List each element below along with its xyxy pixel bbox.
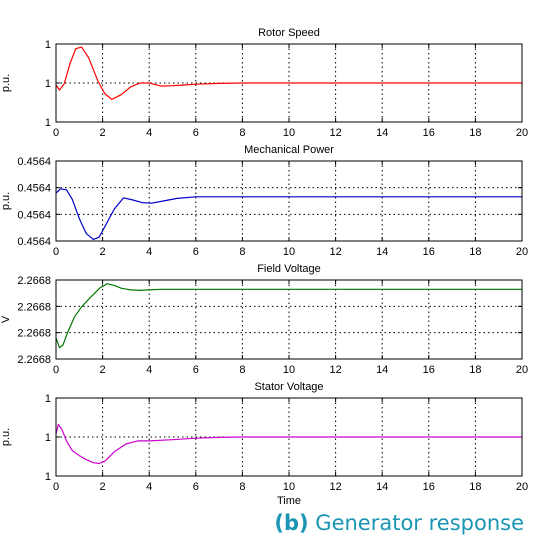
- x-tick-label: 20: [516, 481, 528, 493]
- x-tick-label: 20: [516, 364, 528, 376]
- x-tick-label: 8: [239, 481, 245, 493]
- x-tick-label: 12: [329, 364, 341, 376]
- x-tick-label: 4: [146, 364, 152, 376]
- y-tick-label: 2.2668: [17, 275, 51, 287]
- chart-panel: Stator Voltage 0 2 4 6 8 10 12 14 16 18 20 1 1 1 p.u. Ti…: [0, 381, 528, 507]
- x-tick-label: 2: [100, 127, 106, 139]
- x-tick-label: 16: [423, 127, 435, 139]
- x-tick-label: 12: [329, 246, 341, 258]
- x-tick-label: 2: [100, 364, 106, 376]
- y-tick-label: 0.4564: [17, 183, 51, 195]
- caption-text: Generator response: [315, 511, 524, 535]
- y-tick-label: 0.4564: [17, 156, 51, 168]
- x-tick-label: 0: [53, 246, 59, 258]
- x-tick-label: 4: [146, 246, 152, 258]
- x-tick-label: 4: [146, 127, 152, 139]
- x-tick-label: 14: [376, 481, 388, 493]
- x-tick-label: 6: [193, 246, 199, 258]
- x-tick-label: 16: [423, 364, 435, 376]
- chart-panel: Mechanical Power 0 2 4 6 8 10 12 14 16 18 20 0.4564 0…: [0, 144, 528, 258]
- chart-panel: Field Voltage 0 2 4 6 8 10 12 14 16 18 20 2.2668 2.26…: [0, 263, 528, 376]
- y-axis-label: p.u.: [0, 74, 12, 92]
- x-tick-label: 8: [239, 364, 245, 376]
- chart-title: Mechanical Power: [244, 144, 334, 156]
- x-axis-label: Time: [277, 495, 301, 507]
- x-tick-label: 18: [469, 246, 481, 258]
- y-tick-label: 1: [45, 393, 51, 405]
- x-tick-label: 14: [376, 127, 388, 139]
- series-line: [55, 188, 522, 240]
- x-tick-label: 0: [53, 127, 59, 139]
- x-tick-label: 6: [193, 364, 199, 376]
- x-tick-label: 20: [516, 246, 528, 258]
- series-line: [55, 283, 522, 349]
- x-tick-label: 6: [193, 481, 199, 493]
- x-tick-label: 18: [469, 481, 481, 493]
- x-tick-label: 20: [516, 127, 528, 139]
- plot-frame: [55, 279, 523, 360]
- x-tick-label: 0: [53, 364, 59, 376]
- y-tick-label: 2.2668: [17, 328, 51, 340]
- y-tick-label: 0.4564: [17, 209, 51, 221]
- x-tick-label: 16: [423, 246, 435, 258]
- series-line: [55, 46, 522, 100]
- x-tick-label: 18: [469, 127, 481, 139]
- x-tick-label: 2: [100, 246, 106, 258]
- chart-title: Rotor Speed: [258, 27, 320, 39]
- x-tick-label: 14: [376, 364, 388, 376]
- y-tick-label: 1: [45, 471, 51, 483]
- x-tick-label: 4: [146, 481, 152, 493]
- y-tick-label: 1: [45, 39, 51, 51]
- x-tick-label: 10: [283, 481, 295, 493]
- y-axis-label: V: [0, 315, 12, 323]
- plot-frame: [55, 160, 523, 242]
- x-tick-label: 8: [239, 246, 245, 258]
- chart-panel: Rotor Speed 0 2 4 6 8 10 12 14 16 18 20 1 1 1 p.u.: [0, 27, 528, 139]
- chart-title: Field Voltage: [257, 263, 321, 275]
- x-tick-label: 10: [283, 246, 295, 258]
- series-line: [55, 423, 522, 465]
- figure-caption: (b) Generator response: [274, 511, 524, 535]
- x-tick-label: 14: [376, 246, 388, 258]
- chart-title: Stator Voltage: [254, 381, 323, 393]
- x-tick-label: 12: [329, 127, 341, 139]
- x-tick-label: 12: [329, 481, 341, 493]
- x-tick-label: 8: [239, 127, 245, 139]
- y-tick-label: 1: [45, 117, 51, 129]
- y-tick-label: 1: [45, 78, 51, 90]
- x-tick-label: 10: [283, 127, 295, 139]
- x-tick-label: 0: [53, 481, 59, 493]
- y-tick-label: 1: [45, 432, 51, 444]
- y-axis-label: p.u.: [0, 428, 12, 446]
- x-tick-label: 2: [100, 481, 106, 493]
- y-tick-label: 2.2668: [17, 354, 51, 366]
- x-tick-label: 16: [423, 481, 435, 493]
- x-tick-label: 10: [283, 364, 295, 376]
- x-tick-label: 6: [193, 127, 199, 139]
- y-tick-label: 0.4564: [17, 236, 51, 248]
- x-tick-label: 18: [469, 364, 481, 376]
- y-axis-label: p.u.: [0, 192, 12, 210]
- plot-frame: [55, 43, 523, 123]
- plot-frame: [55, 397, 523, 477]
- caption-tag: (b): [274, 511, 309, 535]
- y-tick-label: 2.2668: [17, 301, 51, 313]
